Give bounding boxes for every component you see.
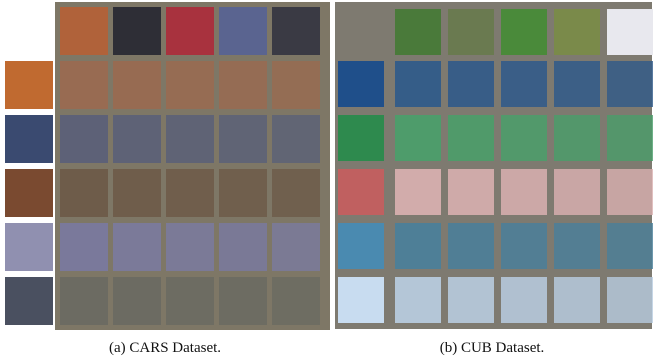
generated-image [272, 61, 320, 109]
generated-image [607, 277, 653, 323]
generated-image [607, 61, 653, 107]
source-image [5, 61, 53, 109]
source-image [5, 223, 53, 271]
source-image [338, 115, 384, 161]
generated-image [554, 61, 600, 107]
source-image [5, 115, 53, 163]
generated-image [395, 169, 441, 215]
generated-image [607, 223, 653, 269]
generated-image [607, 169, 653, 215]
query-image [60, 7, 108, 55]
generated-image [554, 115, 600, 161]
generated-image [219, 115, 267, 163]
generated-image [60, 277, 108, 325]
generated-image [395, 223, 441, 269]
source-image [5, 277, 53, 325]
caption: (b) CUB Dataset. [440, 340, 545, 356]
source-image [338, 61, 384, 107]
generated-image [448, 169, 494, 215]
query-image [554, 9, 600, 55]
query-image [395, 9, 441, 55]
generated-image [166, 277, 214, 325]
caption: (a) CARS Dataset. [109, 340, 221, 356]
generated-image [501, 169, 547, 215]
generated-image [166, 169, 214, 217]
figure: (a) CARS Dataset. (b) CUB Dataset. [0, 0, 654, 363]
query-image [113, 7, 161, 55]
generated-image [113, 61, 161, 109]
generated-image [166, 61, 214, 109]
generated-image [272, 277, 320, 325]
query-image [272, 7, 320, 55]
generated-image [607, 115, 653, 161]
query-image [166, 7, 214, 55]
source-image [338, 169, 384, 215]
generated-image [448, 223, 494, 269]
generated-image [219, 277, 267, 325]
generated-image [554, 169, 600, 215]
generated-image [60, 61, 108, 109]
generated-image [219, 61, 267, 109]
generated-image [395, 277, 441, 323]
generated-image [272, 223, 320, 271]
generated-image [448, 61, 494, 107]
source-image [5, 169, 53, 217]
page: (a) CARS Dataset. (b) CUB Dataset. (() =… [0, 0, 654, 363]
generated-image [272, 169, 320, 217]
generated-image [395, 61, 441, 107]
query-image [219, 7, 267, 55]
generated-image [554, 277, 600, 323]
generated-image [448, 115, 494, 161]
query-image [501, 9, 547, 55]
generated-image [166, 223, 214, 271]
generated-image [501, 61, 547, 107]
query-image [448, 9, 494, 55]
generated-image [395, 115, 441, 161]
generated-image [60, 223, 108, 271]
generated-image [113, 277, 161, 325]
source-image [338, 223, 384, 269]
generated-image [554, 223, 600, 269]
generated-image [501, 115, 547, 161]
generated-image [501, 277, 547, 323]
generated-image [113, 169, 161, 217]
generated-image [219, 223, 267, 271]
generated-image [113, 115, 161, 163]
generated-image [60, 169, 108, 217]
generated-image [272, 115, 320, 163]
generated-image [166, 115, 214, 163]
query-image [607, 9, 653, 55]
generated-image [60, 115, 108, 163]
generated-image [219, 169, 267, 217]
generated-image [113, 223, 161, 271]
source-image [338, 277, 384, 323]
generated-image [501, 223, 547, 269]
generated-image [448, 277, 494, 323]
